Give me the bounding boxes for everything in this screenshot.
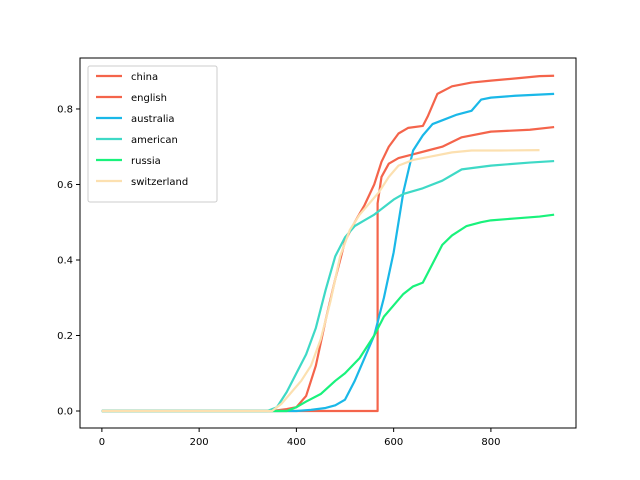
legend-label-china: china	[131, 72, 158, 83]
x-axis: 0 200 400 600 800	[99, 428, 500, 448]
y-tick-label: 0.6	[57, 180, 73, 191]
y-tick-label: 0.4	[57, 255, 73, 266]
series-line-russia	[101, 213, 555, 413]
x-tick-label: 0	[99, 437, 105, 448]
plot-frame	[79, 57, 577, 429]
legend-label-australia: australia	[131, 114, 175, 125]
y-tick-label: 0.0	[57, 407, 73, 418]
series-line-switzerland	[101, 149, 540, 413]
y-tick-label: 0.8	[57, 104, 73, 115]
legend-label-american: american	[131, 135, 178, 146]
series-line-english	[101, 74, 555, 413]
series-line-american	[101, 159, 555, 413]
y-axis: 0.0 0.2 0.4 0.6 0.8	[57, 104, 80, 418]
x-tick-label: 600	[384, 437, 403, 448]
x-tick-label: 400	[287, 437, 306, 448]
legend: china english australia american russia switz…	[87, 65, 218, 203]
series-layer	[101, 74, 555, 413]
legend-label-english: english	[131, 93, 167, 104]
series-line-china	[101, 125, 555, 413]
legend-box	[87, 65, 218, 203]
legend-label-russia: russia	[131, 156, 161, 167]
series-line-australia	[101, 92, 555, 413]
x-tick-label: 200	[190, 437, 209, 448]
x-tick-label: 800	[481, 437, 500, 448]
y-tick-label: 0.2	[57, 331, 73, 342]
legend-label-switzerland: switzerland	[131, 177, 188, 188]
